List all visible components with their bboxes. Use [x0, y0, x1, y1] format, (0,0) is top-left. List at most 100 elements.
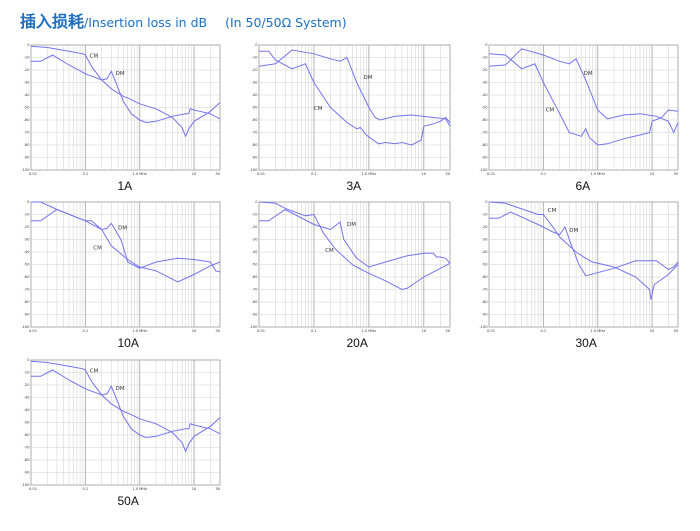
x-tick-label: 1.0 MHz [132, 172, 147, 176]
x-tick-label: 10 [650, 172, 655, 176]
y-tick-label: -20 [252, 68, 259, 72]
y-tick-label: -100 [21, 325, 30, 329]
y-tick-label: -90 [24, 156, 31, 160]
series-label-cm: CM [546, 107, 555, 113]
y-tick-label: -20 [24, 68, 31, 72]
x-tick-label: 0.01 [487, 329, 495, 333]
x-tick-label: 0.1 [82, 172, 88, 176]
y-tick-label: -90 [252, 156, 259, 160]
x-tick-label: 1.0 MHz [362, 329, 377, 333]
y-tick-label: -10 [482, 213, 489, 217]
x-tick-label: 0.1 [82, 487, 88, 491]
y-tick-label: -100 [249, 325, 258, 329]
page-title: 插入损耗/Insertion loss in dB (In 50/50Ω Syst… [20, 8, 347, 32]
series-line-dm [489, 211, 679, 277]
series-line-dm [31, 54, 221, 124]
y-tick-label: -50 [24, 106, 31, 110]
chart-caption: 6A [575, 179, 591, 193]
y-tick-label: -10 [24, 56, 31, 60]
x-tick-label: 1.0 MHz [132, 487, 147, 491]
chart-1A: 0 -10 -20 -30 -40 -50 -60 -70 -80 -90 -100 0.01 0.1 1… [19, 42, 249, 202]
y-tick-label: -20 [482, 68, 489, 72]
x-tick-label: 1.0 MHz [590, 172, 605, 176]
y-tick-label: -30 [252, 81, 259, 85]
y-tick-label: -100 [479, 325, 488, 329]
x-tick-label: 10 [192, 172, 197, 176]
series-line-cm [30, 45, 221, 138]
y-tick-label: -90 [24, 471, 31, 475]
y-tick-label: -50 [252, 106, 259, 110]
x-tick-label: 0.1 [82, 329, 88, 333]
y-tick-label: -40 [252, 250, 259, 254]
series-label-dm: DM [116, 386, 125, 392]
y-tick-label: -80 [24, 300, 31, 304]
title-system: (In 50/50Ω System) [225, 15, 347, 30]
series-label-dm: DM [364, 75, 373, 81]
y-tick-label: -90 [24, 313, 31, 317]
y-tick-label: -10 [252, 56, 259, 60]
series-label-cm: CM [90, 54, 99, 60]
y-tick-label: -40 [482, 250, 489, 254]
y-tick-label: -20 [252, 225, 259, 229]
series-label-cm: CM [325, 248, 334, 254]
y-tick-label: -10 [482, 56, 489, 60]
y-tick-label: -80 [482, 300, 489, 304]
y-tick-label: -100 [479, 168, 488, 172]
series-label-cm: CM [90, 369, 99, 375]
chart-caption: 1A [117, 179, 133, 193]
x-tick-label: 30 [215, 172, 220, 176]
chart-caption: 3A [346, 179, 362, 193]
chart-10A: 0 -10 -20 -30 -40 -50 -60 -70 -80 -90 -100 0.01 0.1 1… [19, 199, 249, 359]
series-line-cm [259, 50, 451, 146]
series-line-cm [258, 201, 451, 291]
y-tick-label: -80 [252, 300, 259, 304]
y-tick-label: -60 [482, 275, 489, 279]
x-tick-label: 0.01 [257, 329, 265, 333]
y-tick-label: 0 [255, 43, 258, 47]
y-tick-label: -20 [24, 225, 31, 229]
y-tick-label: -70 [24, 288, 31, 292]
chart-caption: 20A [346, 336, 368, 350]
y-tick-label: -30 [24, 238, 31, 242]
x-tick-label: 10 [422, 329, 427, 333]
series-label-dm: DM [584, 71, 593, 77]
y-tick-label: -40 [252, 93, 259, 97]
x-tick-label: 0.1 [540, 329, 546, 333]
x-tick-label: 30 [215, 329, 220, 333]
y-tick-label: -80 [24, 143, 31, 147]
y-tick-label: -60 [24, 275, 31, 279]
x-tick-label: 0.1 [311, 329, 317, 333]
x-tick-label: 0.01 [29, 329, 37, 333]
y-tick-label: -50 [252, 263, 259, 267]
y-tick-label: -50 [482, 263, 489, 267]
y-tick-label: 0 [485, 200, 488, 204]
y-tick-label: -70 [252, 288, 259, 292]
y-tick-label: -100 [249, 168, 258, 172]
x-tick-label: 0.1 [540, 172, 546, 176]
y-tick-label: -90 [482, 313, 489, 317]
x-tick-label: 30 [445, 172, 450, 176]
y-tick-label: -40 [24, 408, 31, 412]
y-tick-label: -40 [24, 93, 31, 97]
y-tick-label: -80 [24, 458, 31, 462]
x-tick-label: 0.01 [257, 172, 265, 176]
x-tick-label: 10 [192, 329, 197, 333]
y-tick-label: -70 [482, 131, 489, 135]
y-tick-label: -80 [252, 143, 259, 147]
y-tick-label: -70 [252, 131, 259, 135]
x-tick-label: 10 [650, 329, 655, 333]
series-line-dm [31, 369, 221, 439]
y-tick-label: -90 [482, 156, 489, 160]
y-tick-label: -30 [252, 238, 259, 242]
y-tick-label: -60 [252, 118, 259, 122]
y-tick-label: -40 [24, 250, 31, 254]
y-tick-label: -70 [482, 288, 489, 292]
chart-20A: 0 -10 -20 -30 -40 -50 -60 -70 -80 -90 -100 0.01 0.1 1… [247, 199, 477, 359]
